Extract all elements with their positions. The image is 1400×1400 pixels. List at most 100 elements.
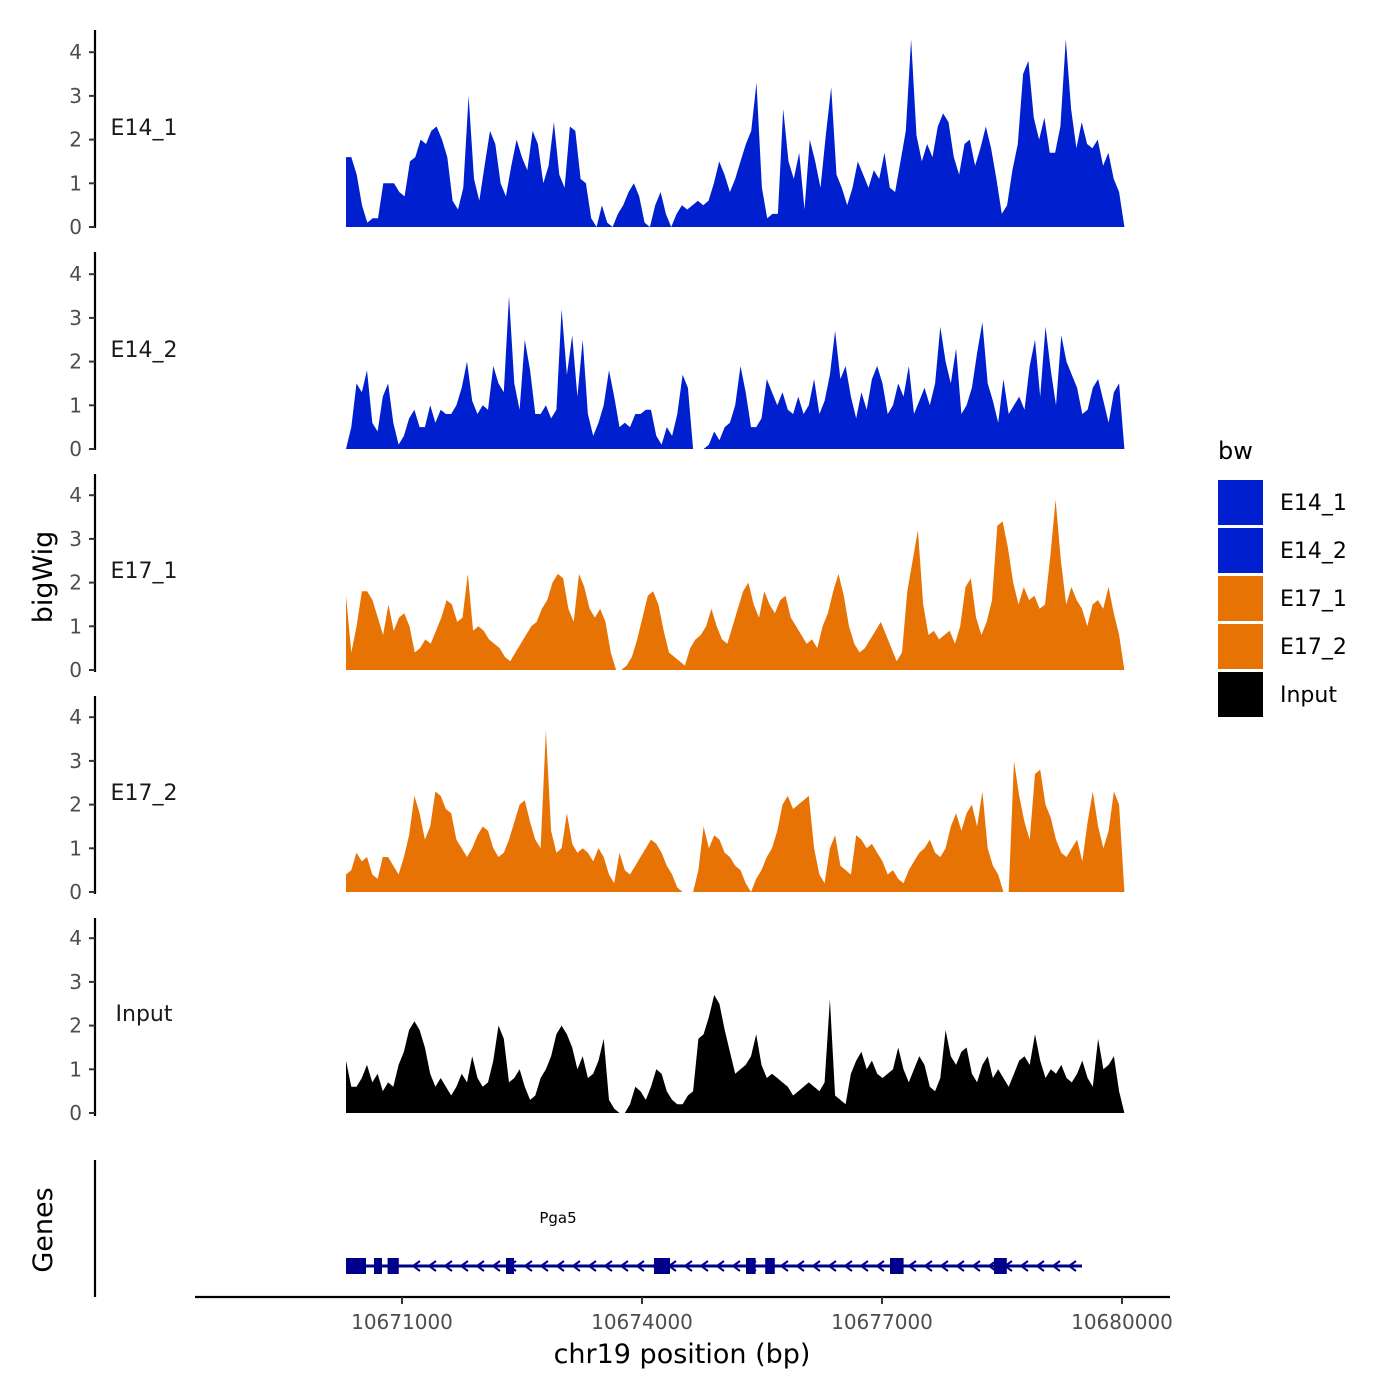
strand-chevron [875, 1260, 885, 1272]
strand-chevron [699, 1260, 709, 1272]
strand-chevron [971, 1260, 981, 1272]
strand-chevron [827, 1260, 837, 1272]
strand-chevron [731, 1260, 741, 1272]
x-tick-label: 10680000 [1071, 1310, 1173, 1334]
strand-chevron [715, 1260, 725, 1272]
strand-chevron [955, 1260, 965, 1272]
track-label: E17_1 [111, 559, 178, 584]
strand-chevron [939, 1260, 949, 1272]
strand-chevron [1051, 1260, 1061, 1272]
x-tick-label: 10674000 [591, 1310, 693, 1334]
y-tick-label: 3 [69, 749, 82, 773]
y-tick-label: 4 [69, 705, 82, 729]
y-tick-label: 2 [69, 1014, 82, 1038]
x-tick-label: 10671000 [351, 1310, 453, 1334]
gene-exon [374, 1258, 382, 1274]
strand-chevron [683, 1260, 693, 1272]
gene-exon [654, 1258, 670, 1274]
y-tick-label: 1 [69, 614, 82, 638]
y-tick-label: 0 [69, 880, 82, 904]
y-tick-label: 1 [69, 171, 82, 195]
x-axis: 10671000 10674000 10677000 10680000 [195, 1295, 1173, 1334]
y-tick-label: 1 [69, 393, 82, 417]
track-label: E17_2 [111, 781, 178, 806]
x-tick-label: 10677000 [831, 1310, 933, 1334]
track-Input: 0 1 2 3 4 Input [69, 918, 1125, 1125]
legend-swatch-E17_2 [1218, 624, 1263, 669]
strand-chevron [907, 1260, 917, 1272]
y-tick-label: 3 [69, 970, 82, 994]
y-tick-label: 4 [69, 40, 82, 64]
x-axis-title: chr19 position (bp) [554, 1339, 811, 1370]
y-tick-label: 2 [69, 571, 82, 595]
y-tick-label: 4 [69, 926, 82, 950]
gene-exon [765, 1258, 775, 1274]
track-label: E14_1 [111, 116, 178, 141]
track-label: E14_2 [111, 338, 178, 363]
gene-exon [506, 1258, 514, 1274]
strand-chevron [523, 1260, 533, 1272]
legend-label: E17_1 [1280, 587, 1347, 612]
gene-exon [346, 1258, 366, 1274]
y-tick-label: 0 [69, 1101, 82, 1125]
strand-chevron [1019, 1260, 1029, 1272]
legend-swatch-E17_1 [1218, 576, 1263, 621]
strand-chevron [475, 1260, 485, 1272]
strand-chevron [843, 1260, 853, 1272]
strand-chevron [619, 1260, 629, 1272]
y-tick-label: 0 [69, 658, 82, 682]
strand-chevron [411, 1260, 421, 1272]
legend-swatch-Input [1218, 672, 1263, 717]
y-tick-label: 2 [69, 793, 82, 817]
y-tick-label: 2 [69, 128, 82, 152]
strand-chevron [587, 1260, 597, 1272]
strand-chevron [491, 1260, 501, 1272]
legend-label: Input [1280, 683, 1337, 708]
track-E17_2: 0 1 2 3 4 E17_2 [69, 696, 1125, 904]
strand-chevron [427, 1260, 437, 1272]
strand-chevron [603, 1260, 613, 1272]
strand-chevron [987, 1260, 997, 1272]
track-E14_1: 0 1 2 3 4 E14_1 [69, 30, 1125, 239]
gene-exon [387, 1258, 399, 1274]
y-tick-label: 4 [69, 483, 82, 507]
gene-exon [994, 1258, 1007, 1274]
strand-chevron [811, 1260, 821, 1272]
y-tick-label: 3 [69, 84, 82, 108]
y-tick-label: 1 [69, 836, 82, 860]
legend-label: E14_1 [1280, 491, 1347, 516]
y-tick-label: 0 [69, 437, 82, 461]
coverage-area-E17_2 [346, 730, 1125, 892]
gene-exon [746, 1258, 756, 1274]
gene-name-label: Pga5 [539, 1209, 576, 1227]
bigwig-tracks: 0 1 2 3 4 E14_1 0 1 2 3 4 E14_2 0 1 2 3 4 E17_1 0 1 2 3 4 E17_2… [69, 30, 1125, 1125]
track-E17_1: 0 1 2 3 4 E17_1 [69, 474, 1125, 682]
legend-label: E17_2 [1280, 635, 1347, 660]
y-tick-label: 3 [69, 527, 82, 551]
y-tick-label: 0 [69, 215, 82, 239]
y-tick-label: 3 [69, 306, 82, 330]
y-tick-label: 1 [69, 1057, 82, 1081]
legend-swatch-E14_1 [1218, 480, 1263, 525]
legend-swatch-E14_2 [1218, 528, 1263, 573]
y-tick-label: 4 [69, 262, 82, 286]
coverage-area-E14_1 [346, 39, 1125, 227]
strand-chevron [1035, 1260, 1045, 1272]
y-tick-label: 2 [69, 350, 82, 374]
coverage-area-Input [346, 995, 1125, 1113]
coverage-area-E14_2 [346, 296, 1125, 449]
track-E14_2: 0 1 2 3 4 E14_2 [69, 252, 1125, 461]
strand-chevron [1067, 1260, 1077, 1272]
strand-chevron [539, 1260, 549, 1272]
track-label: Input [116, 1002, 173, 1027]
genes-axis-title: Genes [28, 1187, 59, 1272]
gene-exon [890, 1258, 904, 1274]
legend-label: E14_2 [1280, 539, 1347, 564]
strand-chevron [571, 1260, 581, 1272]
strand-chevron [923, 1260, 933, 1272]
genes-panel: Pga5 [93, 1160, 1082, 1297]
strand-chevron [459, 1260, 469, 1272]
strand-chevron [795, 1260, 805, 1272]
legend: bw E14_1 E14_2 E17_1 E17_2 Input [1218, 437, 1347, 717]
